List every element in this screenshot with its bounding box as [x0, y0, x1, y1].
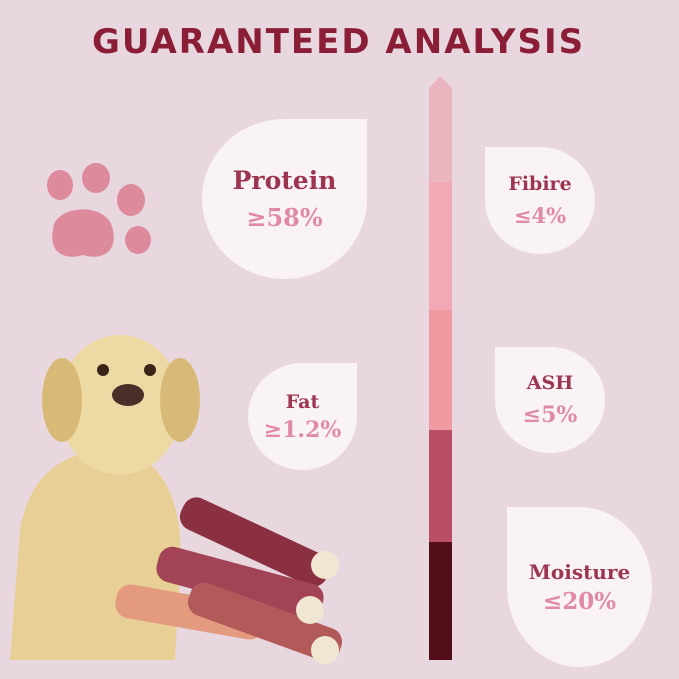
fat-bubble: Fat ≥1.2% [248, 363, 357, 470]
paw-print-icon [47, 163, 151, 257]
moisture-label: Moisture [528, 559, 631, 584]
protein-label: Protein [232, 166, 337, 195]
ash-bubble: ASH ≤5% [495, 347, 605, 453]
fibire-bubble: Fibire ≤4% [485, 147, 595, 254]
scale-segment-4 [429, 430, 452, 542]
fibire-label: Fibire [508, 173, 572, 195]
ash-label: ASH [526, 372, 574, 394]
page-title: GUARANTEED ANALYSIS [92, 22, 586, 62]
arrow-up-icon [429, 76, 452, 92]
dog-illustration [10, 335, 200, 660]
scale-segment-3 [429, 310, 452, 430]
scale-segment-1 [429, 92, 452, 182]
treats-illustration [115, 497, 343, 664]
moisture-bubble: Moisture ≤20% [507, 507, 652, 667]
fibire-value: ≤4% [513, 203, 567, 228]
protein-bubble: Protein ≥58% [202, 119, 367, 279]
protein-value: ≥58% [246, 203, 323, 232]
moisture-value: ≤20% [542, 587, 617, 615]
ash-value: ≤5% [522, 402, 578, 428]
fat-value: ≥1.2% [263, 416, 342, 443]
scale-segment-2 [429, 182, 452, 310]
fat-label: Fat [285, 390, 320, 413]
scale-segment-5 [429, 542, 452, 660]
